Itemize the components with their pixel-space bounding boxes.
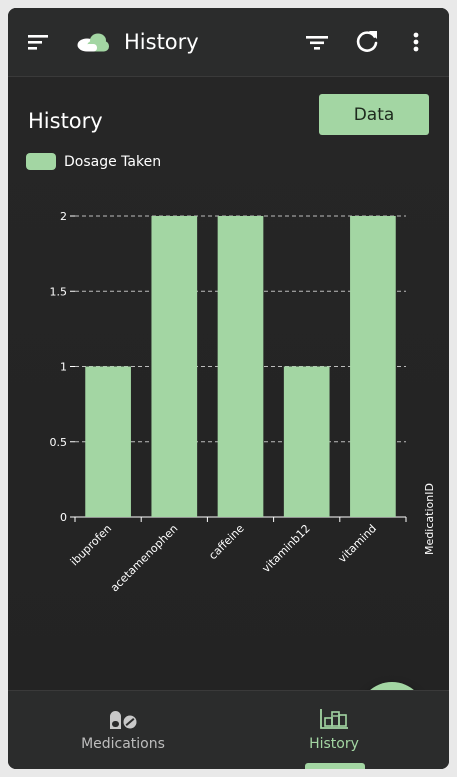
menu-button[interactable]	[24, 30, 54, 54]
x-axis-title: MedicationID	[423, 483, 436, 555]
more-options-button[interactable]	[407, 28, 425, 56]
refresh-button[interactable]	[352, 28, 382, 56]
nav-history-label: History	[309, 736, 359, 752]
bar-acetamenophen	[151, 216, 198, 517]
data-button[interactable]: Data	[319, 94, 429, 135]
x-tick-label: acetamenophen	[108, 522, 180, 594]
app-window: History History Data	[8, 8, 449, 769]
menu-icon	[28, 35, 48, 50]
filter-button[interactable]	[303, 30, 331, 54]
nav-medications[interactable]: Medications	[23, 691, 223, 769]
legend-label: Dosage Taken	[64, 153, 162, 170]
y-tick-label: 0	[60, 511, 67, 524]
x-tick-label: vitaminb12	[260, 522, 313, 575]
legend-swatch	[26, 153, 56, 170]
x-tick-label: caffeine	[206, 522, 246, 562]
x-tick-label: ibuprofen	[68, 522, 114, 568]
app-logo	[76, 32, 114, 56]
history-content: History Data Dosage Taken 0 0.5 1 1.5 2 ibupr…	[8, 77, 449, 750]
bottom-navigation: Medications History	[8, 690, 449, 769]
app-title: History	[124, 30, 199, 54]
app-bar: History	[8, 8, 449, 77]
more-vert-icon	[413, 32, 419, 52]
y-tick-label: 0.5	[50, 436, 68, 449]
x-tick-label: vitamind	[336, 522, 379, 565]
y-tick-label: 1.5	[50, 285, 68, 298]
y-tick-label: 2	[60, 210, 67, 223]
pill-logo-icon	[77, 33, 109, 52]
refresh-icon	[356, 31, 378, 52]
history-chart-icon	[320, 709, 348, 729]
bar-vitaminb12	[283, 366, 330, 517]
chart-legend[interactable]: Dosage Taken	[26, 153, 161, 170]
bar-ibuprofen	[85, 366, 131, 517]
bar-caffeine	[217, 216, 264, 517]
pill-icon	[110, 711, 137, 729]
nav-medications-label: Medications	[81, 736, 165, 752]
active-tab-indicator	[305, 763, 365, 769]
nav-history[interactable]: History	[234, 691, 434, 769]
bar-vitamind	[350, 216, 396, 517]
filter-icon	[306, 36, 328, 50]
page-title: History	[28, 109, 103, 133]
y-tick-label: 1	[60, 361, 67, 374]
